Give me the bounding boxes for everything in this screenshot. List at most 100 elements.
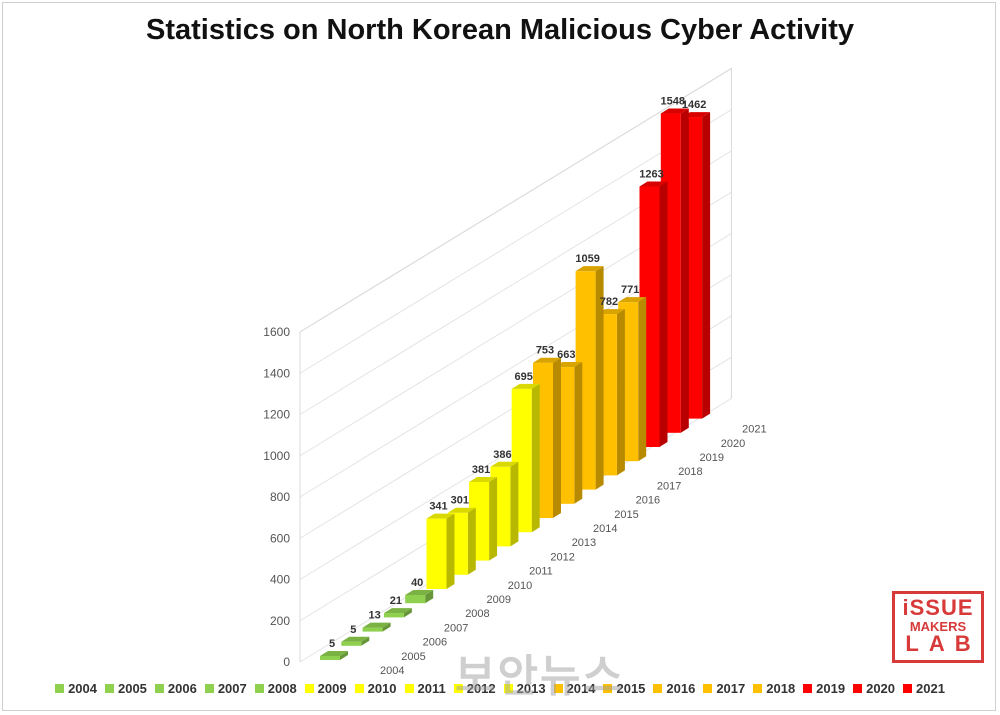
legend-label: 2006: [167, 681, 197, 696]
legend-item: 2017: [703, 681, 745, 696]
legend-swatch: [653, 684, 663, 693]
legend-label: 2014: [566, 681, 596, 696]
gridline: [299, 109, 732, 374]
legend-label: 2015: [616, 681, 646, 696]
bar-front: [426, 518, 447, 589]
bar-top: [426, 513, 455, 519]
x-tick-label: 2019: [700, 452, 724, 464]
bar-side: [425, 589, 434, 604]
bar-side: [659, 181, 668, 447]
data-label: 301: [451, 495, 469, 507]
legend-label: 2012: [466, 681, 496, 696]
bar-top: [320, 651, 348, 656]
data-label: 5: [350, 624, 356, 636]
legend-item: 2016: [653, 681, 695, 696]
legend-item: 2009: [304, 681, 347, 696]
bar-front: [405, 594, 426, 604]
chart-title: Statistics on North Korean Malicious Cyb…: [146, 14, 854, 46]
legend-item: 2005: [104, 681, 147, 696]
data-label: 5: [329, 638, 335, 650]
bar-top: [639, 181, 668, 187]
legend-label: 2019: [816, 681, 846, 696]
data-label: 753: [536, 345, 554, 357]
legend-item: 2013: [503, 681, 546, 696]
bar-top: [490, 461, 519, 467]
bar-top: [511, 383, 540, 389]
bar-top: [447, 507, 476, 513]
bar-top: [341, 636, 370, 642]
legend-label: 2020: [866, 681, 896, 696]
bar-side: [446, 513, 455, 589]
legend-swatch: [503, 684, 513, 693]
legend-item: 2021: [903, 681, 945, 696]
data-label: 40: [411, 577, 423, 589]
bar-side: [574, 362, 583, 504]
bar-top: [618, 297, 647, 303]
x-tick-label: 2011: [529, 566, 553, 578]
x-tick-label: 2017: [657, 480, 681, 492]
legend-label: 2005: [117, 681, 147, 696]
bar-front: [362, 627, 383, 632]
data-label: 782: [600, 296, 618, 308]
legend-swatch: [304, 684, 314, 693]
watermark: 보안뉴스: [455, 652, 625, 701]
legend-swatch: [553, 684, 563, 693]
data-label: 663: [557, 349, 575, 361]
y-tick-label: 800: [270, 490, 290, 504]
legend-swatch: [903, 684, 913, 693]
data-label: 13: [368, 610, 380, 622]
bar-top: [362, 622, 391, 628]
legend-swatch: [453, 684, 463, 693]
bar-2005: [341, 636, 370, 646]
data-label: 341: [429, 501, 447, 513]
bar-side: [680, 108, 689, 433]
y-tick-label: 200: [270, 614, 290, 628]
bar-top: [682, 112, 711, 118]
x-tick-label: 2015: [614, 509, 638, 521]
x-tick-label: 2021: [742, 424, 766, 436]
logo-line-3: LAB: [905, 631, 981, 656]
legend-swatch: [204, 684, 214, 693]
bar-side: [467, 507, 476, 575]
legend-swatch: [404, 684, 414, 693]
x-tick-label: 2010: [508, 580, 532, 592]
x-tick-label: 2018: [678, 466, 702, 478]
legend-item: 2018: [753, 681, 795, 696]
x-axis-ticks: 2004 2005 2006 2007 2008 2009 2010 2011 2012 2013…: [380, 424, 767, 677]
bar-2006: [362, 622, 391, 632]
bar-top: [469, 477, 498, 483]
x-tick-label: 2009: [487, 594, 511, 606]
bar-side: [382, 622, 391, 632]
legend-label: 2007: [217, 681, 247, 696]
logo-line-2: MAKERS: [909, 619, 967, 634]
legend-label: 2021: [916, 681, 945, 696]
bar-side: [340, 651, 348, 660]
x-tick-label: 2005: [401, 651, 425, 663]
y-tick-label: 1000: [263, 449, 290, 463]
y-axis-ticks: 0 200 400 600 800 1000 1200 1400 1600: [263, 325, 290, 669]
legend-item: 2019: [803, 681, 845, 696]
data-label: 381: [472, 464, 490, 476]
x-tick-label: 2014: [593, 523, 617, 535]
data-label: 1462: [682, 99, 706, 111]
issue-makers-lab-logo: iSSUE MAKERS LAB: [892, 591, 984, 663]
legend: 2004 2005 2006 2007 2008 2009 2010 2011 2012 2013…: [0, 681, 1000, 696]
logo-line-1: iSSUE: [902, 595, 974, 620]
bar-side: [531, 383, 540, 533]
bar-front: [320, 656, 340, 660]
bar-side: [702, 112, 711, 419]
legend-label: 2009: [317, 681, 347, 696]
bar-front: [383, 613, 404, 618]
bar-side: [403, 608, 412, 618]
bars: [320, 108, 711, 660]
bar-side: [616, 309, 625, 476]
legend-swatch: [703, 684, 713, 693]
legend-swatch: [104, 684, 114, 693]
data-label: 695: [515, 371, 533, 383]
legend-item: 2012: [453, 681, 496, 696]
legend-item: 2020: [853, 681, 895, 696]
legend-label: 2018: [766, 681, 796, 696]
legend-label: 2004: [68, 681, 97, 696]
